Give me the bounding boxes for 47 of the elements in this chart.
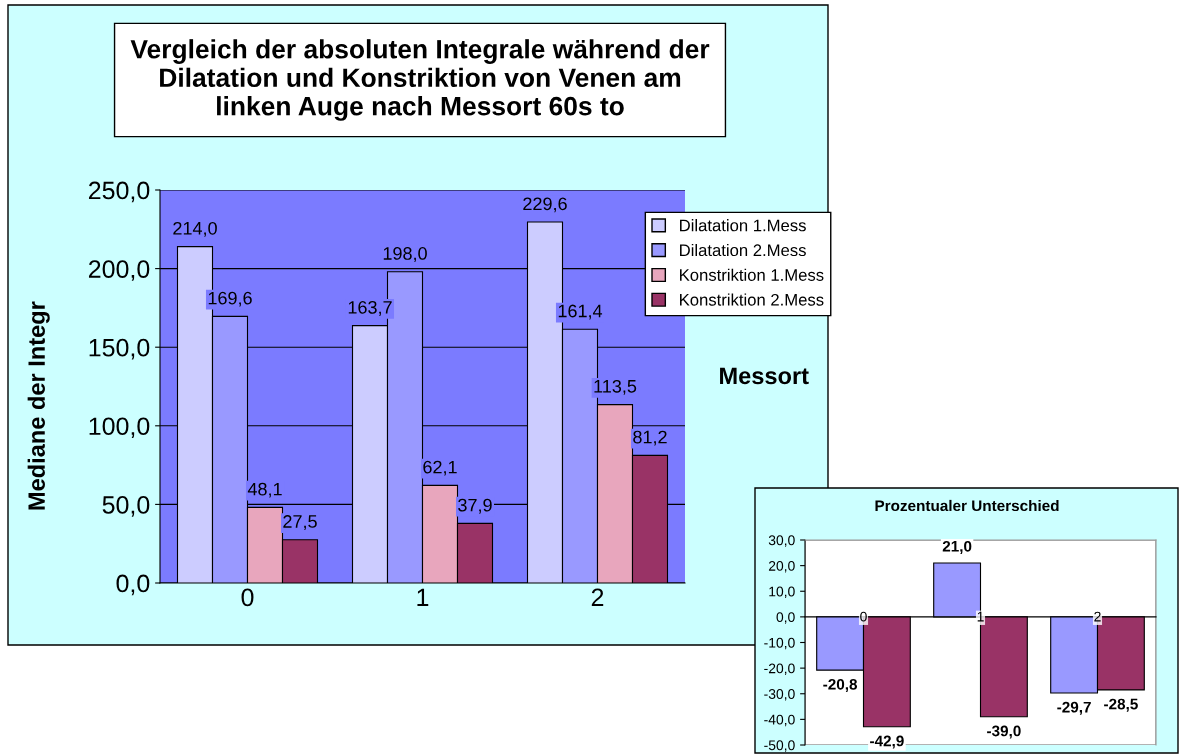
x-tick-label: 2 [1094, 611, 1101, 622]
data-label: 21,0 [942, 540, 972, 554]
x-tick-label: 1 [417, 588, 429, 606]
data-label: -42,9 [870, 735, 904, 749]
data-label: 27,5 [283, 515, 317, 530]
y-tick-label: 10,0 [769, 586, 795, 599]
data-label: 113,5 [594, 379, 637, 395]
y-tick-label: 20,0 [768, 560, 795, 573]
data-label: 198,0 [383, 247, 427, 262]
data-label: -29,7 [1057, 701, 1091, 715]
data-label: 163,7 [348, 300, 392, 316]
x-tick-label: 0 [860, 611, 867, 622]
legend-label: Dilatation 2.Mess [680, 243, 806, 257]
chart-title: Vergleich der absoluten Integrale während der Dilatation und Konstriktion von Venen am linken Auge nach Messort 60s to [130, 39, 710, 121]
y-tick-label: -40,0 [764, 714, 795, 727]
y-tick-label: -50,0 [764, 740, 795, 752]
data-label: 37,9 [458, 498, 492, 514]
y-tick-label: 150,0 [89, 338, 150, 360]
chart-title: Prozentualer Unterschied [875, 499, 1059, 512]
legend-label: Dilatation 1.Mess [680, 219, 806, 232]
data-label: -28,5 [1104, 698, 1138, 712]
data-label: 48,1 [247, 482, 282, 498]
x-tick-label: 2 [591, 588, 604, 606]
y-axis-title: Mediane der Integr [27, 301, 50, 510]
y-tick-label: 30,0 [768, 535, 795, 547]
x-tick-label: 1 [977, 611, 984, 622]
y-tick-label: 50,0 [102, 496, 150, 517]
data-label: -20,8 [823, 678, 858, 692]
x-axis-title: Messort [720, 367, 809, 385]
data-label: 214,0 [173, 221, 217, 237]
y-tick-label: -20,0 [764, 663, 795, 675]
data-label: 169,6 [208, 291, 252, 307]
x-tick-label: 0 [241, 588, 254, 607]
y-tick-label: 0,0 [776, 612, 795, 624]
data-label: 62,1 [423, 460, 457, 476]
y-tick-label: 100,0 [89, 417, 150, 439]
legend-label: Konstriktion 1.Mess [680, 268, 824, 281]
y-tick-label: 0,0 [116, 574, 150, 596]
y-tick-label: 200,0 [88, 260, 150, 281]
data-label: -39,0 [987, 725, 1021, 739]
y-tick-label: -10,0 [764, 637, 795, 650]
y-tick-label: 250,0 [88, 181, 150, 203]
data-label: 81,2 [633, 430, 667, 446]
data-label: 161,4 [558, 304, 603, 320]
y-tick-label: -30,0 [764, 689, 795, 701]
data-label: 229,6 [523, 197, 567, 213]
legend-label: Konstriktion 2.Mess [680, 293, 824, 306]
